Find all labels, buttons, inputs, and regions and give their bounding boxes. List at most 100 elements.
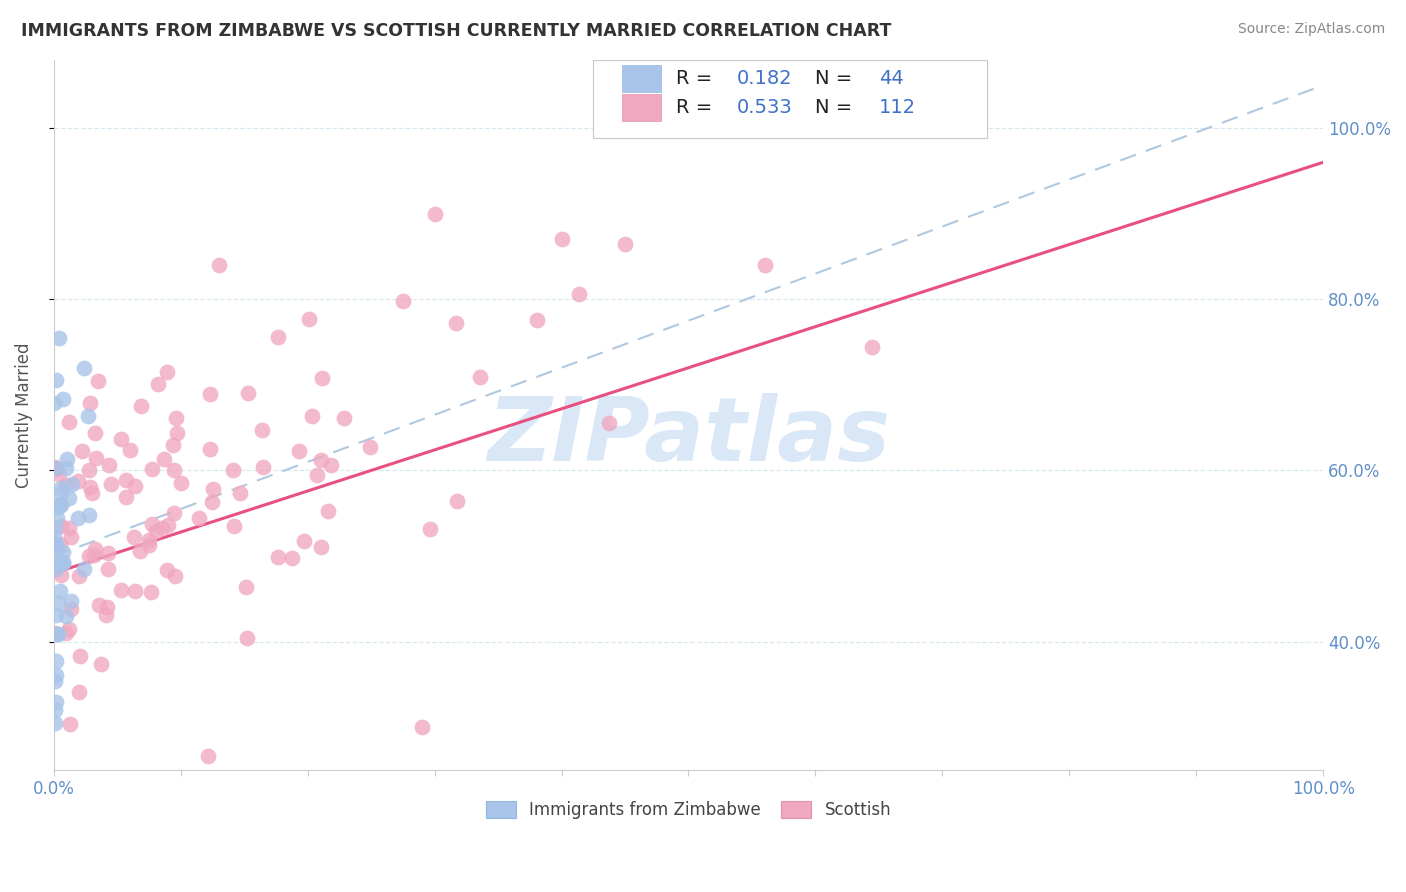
Point bbox=[200, 495, 222, 509]
Y-axis label: Currently Married: Currently Married bbox=[15, 342, 32, 488]
Point bbox=[156, 365, 179, 379]
Point bbox=[45, 668, 67, 682]
Text: R =: R = bbox=[676, 98, 718, 118]
Point bbox=[51, 486, 73, 500]
Text: R =: R = bbox=[676, 69, 718, 87]
Point bbox=[124, 479, 146, 493]
Point bbox=[87, 375, 110, 389]
Point bbox=[110, 433, 132, 447]
Point bbox=[58, 415, 80, 429]
Point bbox=[208, 258, 231, 272]
Point bbox=[298, 311, 321, 326]
Text: Source: ZipAtlas.com: Source: ZipAtlas.com bbox=[1237, 22, 1385, 37]
Point bbox=[162, 438, 184, 452]
Point bbox=[333, 411, 356, 425]
Point bbox=[309, 453, 332, 467]
Point bbox=[156, 518, 179, 533]
Point bbox=[222, 463, 245, 477]
Point bbox=[98, 458, 121, 472]
Point bbox=[165, 410, 187, 425]
Point bbox=[49, 537, 72, 551]
Point bbox=[77, 463, 100, 477]
Point bbox=[122, 530, 145, 544]
Point bbox=[90, 657, 112, 672]
Point bbox=[48, 331, 70, 345]
Point bbox=[120, 443, 142, 458]
Point bbox=[201, 482, 224, 496]
Point bbox=[44, 396, 66, 410]
Point bbox=[66, 474, 89, 488]
Point bbox=[229, 486, 252, 500]
Point bbox=[96, 608, 118, 623]
Point bbox=[49, 567, 72, 582]
Point bbox=[425, 206, 447, 220]
Point bbox=[45, 537, 67, 551]
Point bbox=[359, 440, 381, 454]
Point bbox=[236, 385, 259, 400]
Point bbox=[44, 703, 66, 717]
Point bbox=[153, 452, 176, 467]
Point bbox=[166, 425, 188, 440]
Point bbox=[48, 584, 70, 599]
Point bbox=[187, 511, 209, 525]
Point bbox=[411, 720, 433, 734]
Point bbox=[77, 549, 100, 564]
Point bbox=[45, 654, 67, 668]
Point bbox=[860, 340, 883, 354]
Point bbox=[58, 491, 80, 505]
Point bbox=[60, 476, 83, 491]
Point bbox=[754, 258, 776, 272]
Point bbox=[60, 530, 83, 544]
Text: ZIPatlas: ZIPatlas bbox=[486, 392, 890, 480]
Point bbox=[198, 442, 221, 457]
Point bbox=[162, 463, 184, 477]
FancyBboxPatch shape bbox=[593, 60, 987, 137]
Point bbox=[598, 416, 620, 430]
Point bbox=[138, 538, 160, 552]
Point bbox=[115, 473, 138, 487]
Point bbox=[70, 784, 93, 798]
Point bbox=[307, 468, 329, 483]
Point bbox=[526, 313, 548, 327]
Point bbox=[44, 521, 66, 535]
Point bbox=[163, 506, 186, 520]
Point bbox=[165, 569, 187, 583]
Point bbox=[44, 673, 66, 688]
Point bbox=[44, 543, 66, 558]
Point bbox=[301, 409, 323, 423]
Point bbox=[97, 546, 120, 560]
Text: 44: 44 bbox=[879, 69, 904, 87]
Point bbox=[79, 480, 101, 494]
Point bbox=[52, 556, 75, 570]
Point bbox=[83, 548, 105, 562]
Point bbox=[568, 287, 591, 301]
Point bbox=[49, 555, 72, 569]
Point bbox=[138, 533, 160, 547]
Point bbox=[44, 530, 66, 544]
Point bbox=[42, 558, 65, 572]
Point bbox=[51, 519, 73, 533]
Point bbox=[446, 316, 468, 330]
Point bbox=[222, 518, 245, 533]
Point bbox=[73, 562, 96, 576]
Point bbox=[45, 373, 67, 387]
FancyBboxPatch shape bbox=[623, 64, 661, 92]
Point bbox=[446, 493, 468, 508]
Point bbox=[266, 330, 288, 344]
Point bbox=[236, 631, 259, 645]
Point bbox=[146, 377, 169, 392]
Point bbox=[100, 477, 122, 491]
Point bbox=[288, 443, 311, 458]
Point bbox=[59, 593, 82, 607]
Point bbox=[156, 563, 179, 577]
Point bbox=[49, 498, 72, 512]
Point bbox=[97, 562, 120, 576]
Point bbox=[267, 549, 290, 564]
Point bbox=[145, 524, 167, 538]
Point bbox=[55, 461, 77, 475]
Point bbox=[79, 508, 101, 522]
Point bbox=[59, 602, 82, 616]
Point bbox=[292, 534, 315, 549]
Point bbox=[419, 522, 441, 536]
Point bbox=[470, 370, 492, 384]
